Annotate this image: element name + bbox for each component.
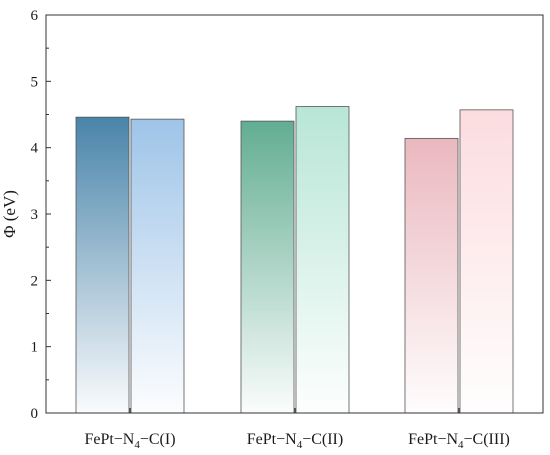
bars-group <box>75 106 514 414</box>
y-tick-label: 1 <box>31 340 39 356</box>
x-category-label: FePt−N4−C(III) <box>408 431 510 451</box>
y-tick-label: 6 <box>31 8 39 24</box>
bar <box>295 106 350 414</box>
x-category-label: FePt−N4−C(II) <box>247 431 343 451</box>
bar <box>75 116 130 414</box>
x-axis: FePt−N4−C(I) FePt−N4−C(II) FePt−N4−C(III) <box>84 408 510 451</box>
bar <box>240 120 295 414</box>
y-tick-label: 4 <box>31 141 39 157</box>
y-tick-label: 2 <box>31 273 39 289</box>
y-axis: 0 1 2 3 4 5 6 <box>31 8 51 422</box>
y-tick-label: 5 <box>31 74 39 90</box>
y-tick-label: 3 <box>31 207 39 223</box>
bar <box>404 137 459 414</box>
bar <box>130 118 185 414</box>
y-tick-label: 0 <box>31 406 39 422</box>
x-category-label: FePt−N4−C(I) <box>84 431 175 451</box>
y-axis-title: Φ (eV) <box>0 190 19 238</box>
bar <box>459 109 514 414</box>
